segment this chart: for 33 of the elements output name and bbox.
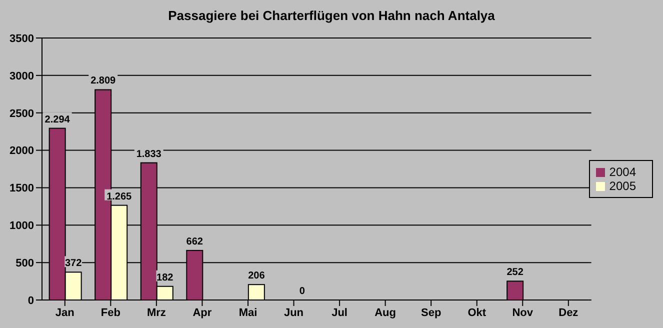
x-tick-label: Mrz bbox=[146, 306, 166, 319]
data-label: 182 bbox=[156, 272, 174, 284]
chart-title: Passagiere bei Charterflügen von Hahn nach Antalya bbox=[167, 7, 496, 25]
x-tick-label: Feb bbox=[100, 306, 121, 319]
x-tick-label: Aug bbox=[374, 306, 396, 319]
y-tick-label: 1000 bbox=[10, 220, 34, 232]
x-tick-label: Jun bbox=[284, 306, 304, 319]
x-tick-label: Dez bbox=[558, 306, 579, 319]
y-tick-label: 3500 bbox=[10, 32, 34, 45]
x-tick-label: Sep bbox=[420, 306, 442, 319]
data-label: 662 bbox=[186, 236, 204, 248]
data-label: 252 bbox=[506, 267, 524, 278]
legend-label: 2004 bbox=[609, 165, 636, 179]
y-tick-label: 2500 bbox=[10, 108, 34, 120]
y-tick-label: 500 bbox=[16, 257, 34, 270]
y-tick-label: 0 bbox=[28, 294, 34, 307]
y-tick-label: 3000 bbox=[10, 70, 34, 82]
x-tick-label: Jul bbox=[332, 306, 348, 319]
y-tick-label: 1500 bbox=[10, 182, 34, 195]
x-tick-label: Mai bbox=[238, 306, 258, 319]
data-label: 2.809 bbox=[90, 76, 116, 87]
data-label: 372 bbox=[64, 258, 82, 270]
x-tick-label: Nov bbox=[512, 306, 534, 319]
data-label: 1.265 bbox=[106, 191, 132, 202]
data-label: 206 bbox=[248, 270, 266, 282]
x-tick-label: Okt bbox=[468, 306, 486, 319]
x-tick-label: Apr bbox=[192, 306, 212, 319]
data-label: 2.294 bbox=[44, 114, 70, 126]
legend-label: 2005 bbox=[609, 179, 636, 193]
x-tick-label: Jan bbox=[55, 306, 75, 319]
data-label: 1.833 bbox=[136, 148, 162, 160]
y-tick-label: 2000 bbox=[10, 145, 34, 158]
data-label: 0 bbox=[299, 286, 306, 297]
